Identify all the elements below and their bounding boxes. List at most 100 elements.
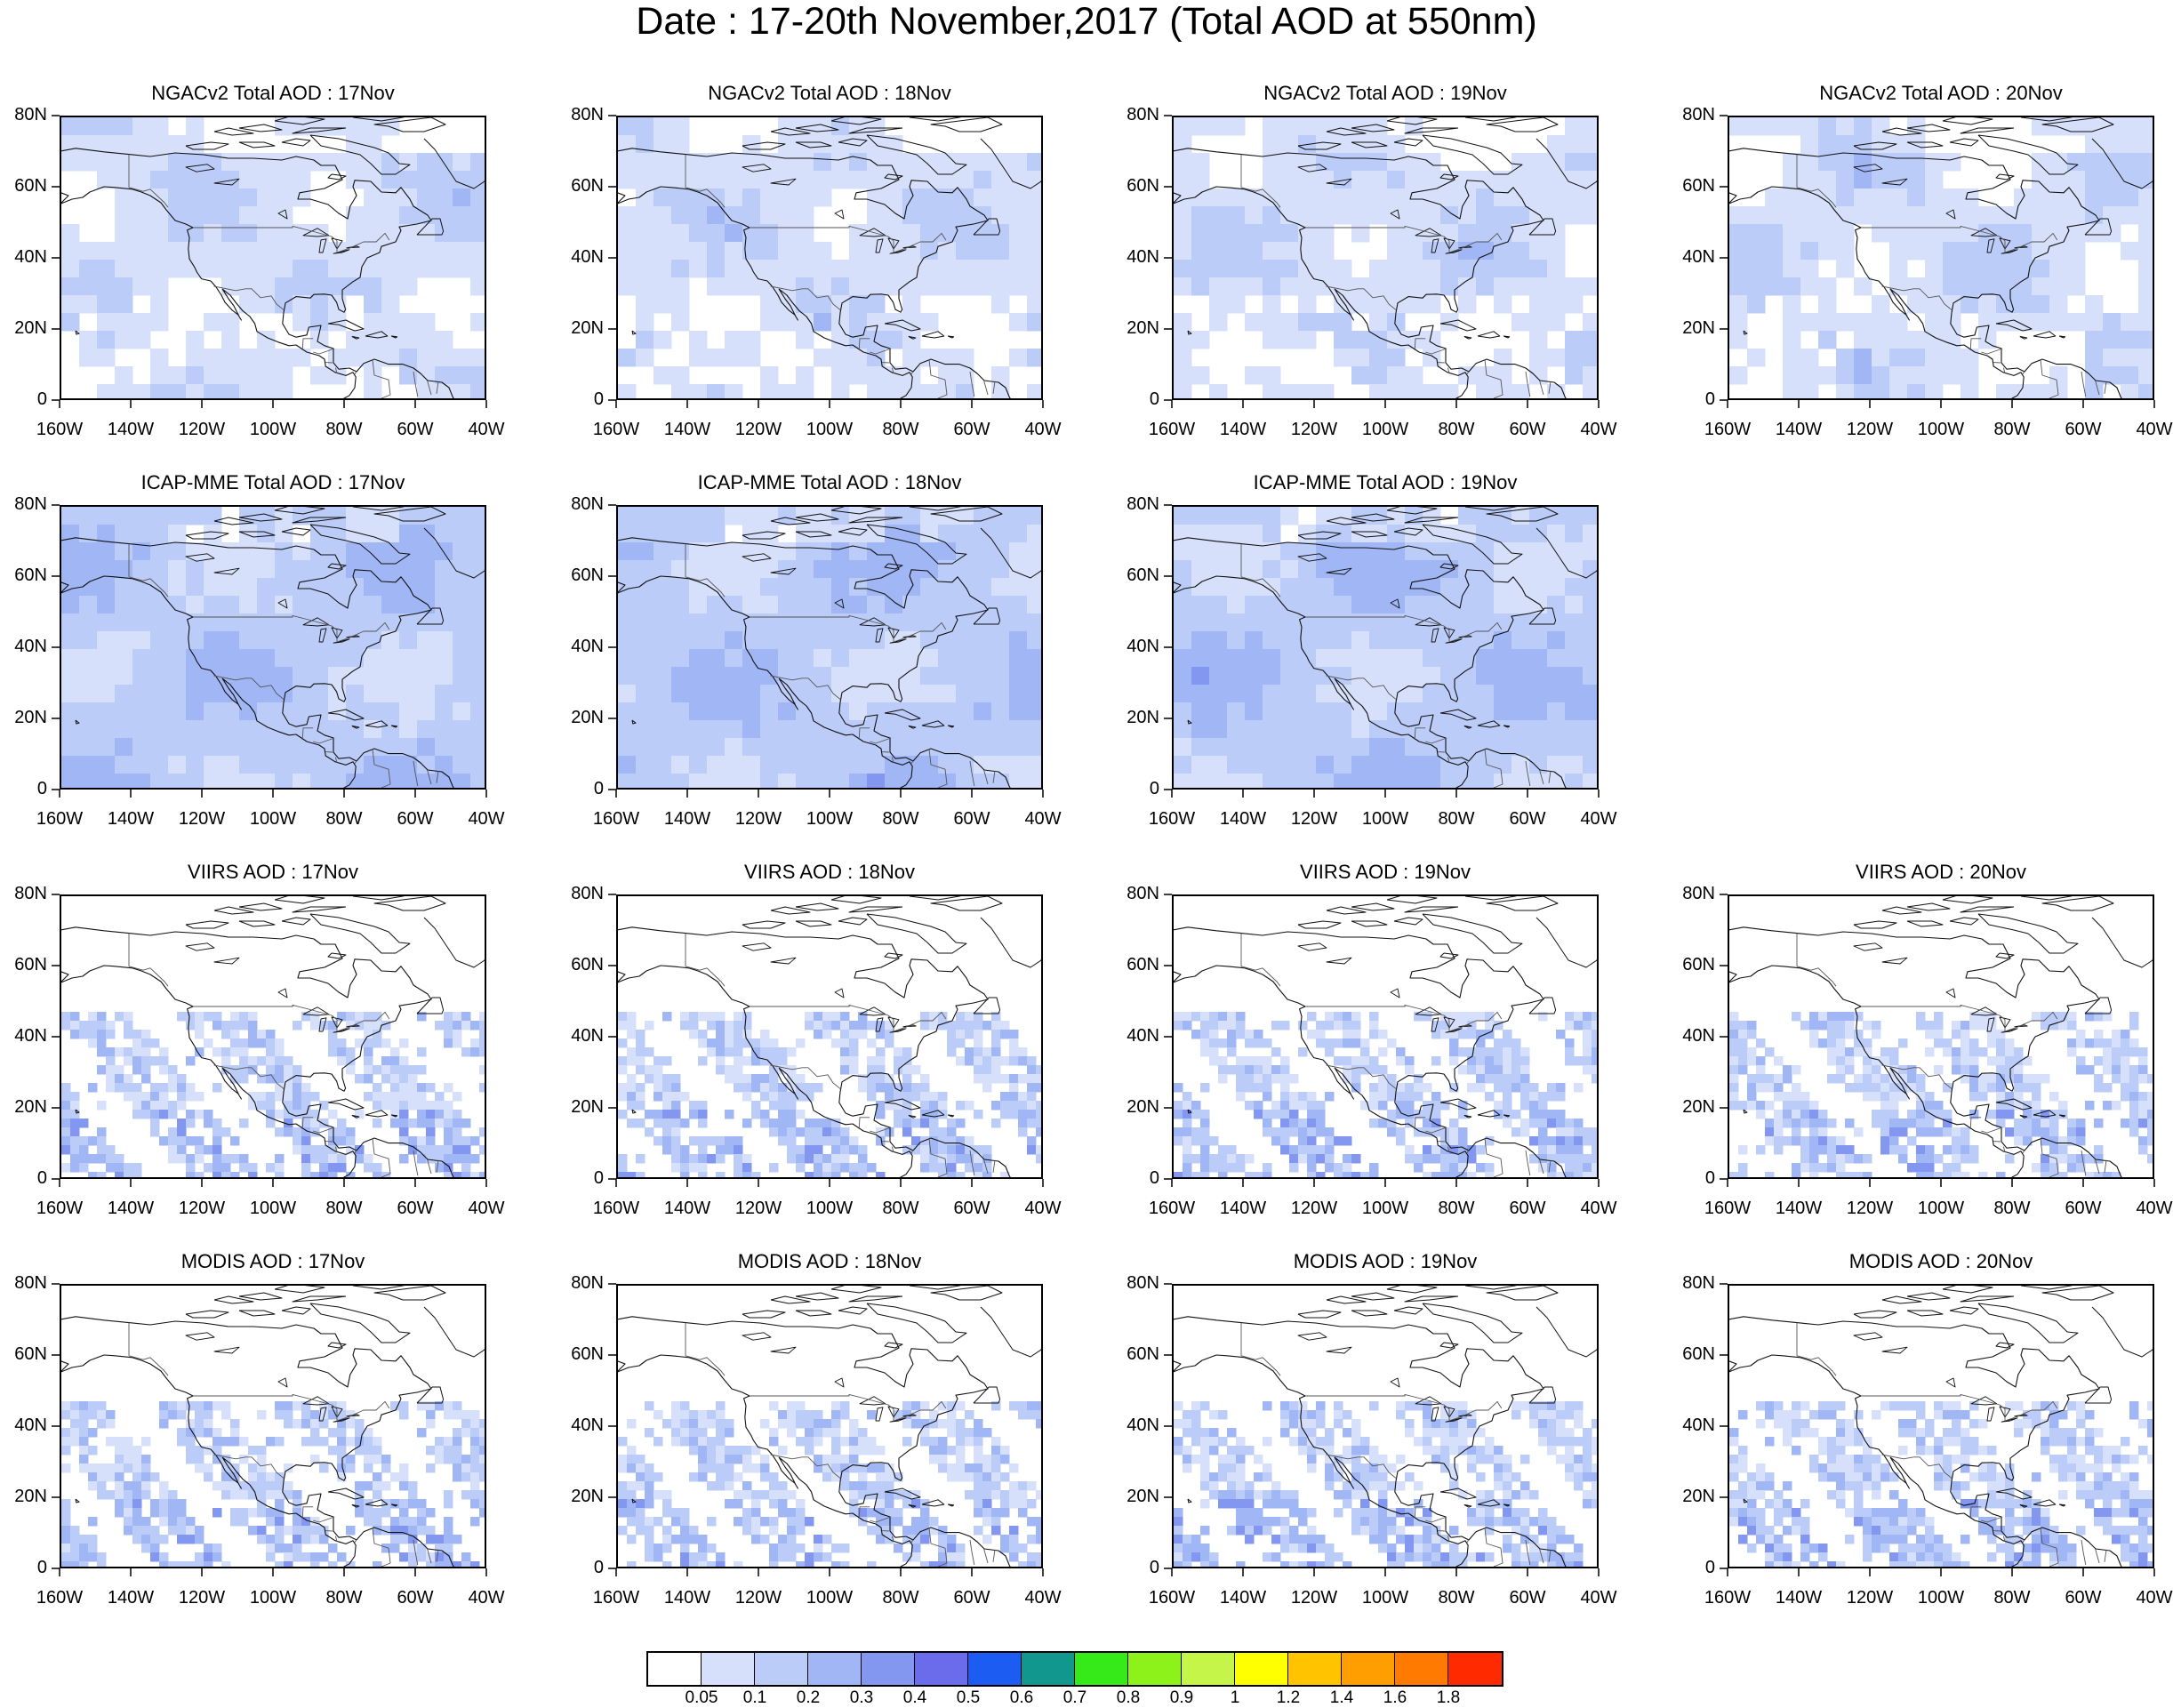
axis-ticks bbox=[1161, 494, 1609, 800]
lon-tick-label: 40W bbox=[1572, 420, 1625, 440]
lat-tick-label: 40N bbox=[1110, 1415, 1159, 1436]
colorbar-swatch bbox=[1182, 1653, 1235, 1685]
colorbar-swatch bbox=[648, 1653, 702, 1685]
lat-tick-label: 20N bbox=[554, 1097, 604, 1118]
axis-ticks bbox=[1161, 105, 1609, 411]
colorbar-swatch bbox=[702, 1653, 755, 1685]
lat-tick-label: 20N bbox=[0, 1487, 47, 1507]
lon-tick-label: 100W bbox=[1359, 1199, 1412, 1219]
lat-tick-label: 80N bbox=[1665, 105, 1715, 125]
lon-tick-label: 60W bbox=[389, 420, 442, 440]
lat-tick-label: 40N bbox=[0, 637, 47, 657]
lon-tick-label: 140W bbox=[1772, 1588, 1825, 1608]
lon-tick-label: 140W bbox=[1216, 1199, 1270, 1219]
lon-tick-label: 140W bbox=[104, 420, 157, 440]
lat-tick-label: 40N bbox=[1665, 1026, 1715, 1046]
lon-tick-label: 60W bbox=[2057, 1199, 2110, 1219]
panel-title: VIIRS AOD : 17Nov bbox=[60, 861, 486, 884]
lon-tick-label: 40W bbox=[1016, 1199, 1070, 1219]
lat-tick-label: 0 bbox=[1110, 779, 1159, 799]
lon-tick-label: 160W bbox=[1701, 420, 1754, 440]
lat-tick-label: 20N bbox=[0, 318, 47, 339]
axis-ticks bbox=[49, 884, 497, 1190]
lon-tick-label: 120W bbox=[175, 420, 229, 440]
axis-ticks bbox=[605, 884, 1054, 1190]
lon-tick-label: 40W bbox=[1016, 420, 1070, 440]
lat-tick-label: 80N bbox=[554, 105, 604, 125]
lon-tick-label: 40W bbox=[460, 1199, 513, 1219]
lon-tick-label: 60W bbox=[389, 1588, 442, 1608]
lon-tick-label: 120W bbox=[732, 1199, 785, 1219]
lon-tick-label: 140W bbox=[104, 1199, 157, 1219]
lon-tick-label: 140W bbox=[661, 1199, 714, 1219]
lon-tick-label: 140W bbox=[1216, 1588, 1270, 1608]
lon-tick-label: 40W bbox=[460, 420, 513, 440]
lon-tick-label: 160W bbox=[33, 809, 86, 830]
colorbar-swatch bbox=[1022, 1653, 1075, 1685]
axis-ticks bbox=[1717, 1273, 2165, 1579]
axis-ticks bbox=[605, 494, 1054, 800]
colorbar-swatch bbox=[862, 1653, 915, 1685]
lon-tick-label: 60W bbox=[2057, 420, 2110, 440]
panel-title: MODIS AOD : 17Nov bbox=[60, 1250, 486, 1273]
lat-tick-label: 60N bbox=[554, 176, 604, 196]
lon-tick-label: 80W bbox=[874, 1199, 927, 1219]
lon-tick-label: 160W bbox=[589, 1588, 643, 1608]
colorbar-swatch bbox=[1128, 1653, 1182, 1685]
panel-title: NGACv2 Total AOD : 18Nov bbox=[616, 82, 1043, 105]
lon-tick-label: 120W bbox=[732, 1588, 785, 1608]
lat-tick-label: 20N bbox=[1665, 318, 1715, 339]
lat-tick-label: 0 bbox=[554, 389, 604, 410]
lon-tick-label: 100W bbox=[1359, 809, 1412, 830]
lat-tick-label: 80N bbox=[0, 494, 47, 515]
colorbar-swatch bbox=[808, 1653, 862, 1685]
lon-tick-label: 160W bbox=[33, 1588, 86, 1608]
lon-tick-label: 160W bbox=[1701, 1588, 1754, 1608]
lat-tick-label: 0 bbox=[1665, 1558, 1715, 1578]
lon-tick-label: 80W bbox=[317, 420, 371, 440]
colorbar-swatch bbox=[755, 1653, 808, 1685]
lon-tick-label: 160W bbox=[589, 1199, 643, 1219]
lon-tick-label: 100W bbox=[1359, 420, 1412, 440]
panel-title: VIIRS AOD : 18Nov bbox=[616, 861, 1043, 884]
lon-tick-label: 160W bbox=[1145, 420, 1199, 440]
lat-tick-label: 80N bbox=[1665, 884, 1715, 904]
lat-tick-label: 0 bbox=[0, 389, 47, 410]
lon-tick-label: 120W bbox=[732, 420, 785, 440]
lat-tick-label: 40N bbox=[554, 637, 604, 657]
panel-title: NGACv2 Total AOD : 20Nov bbox=[1728, 82, 2154, 105]
lat-tick-label: 40N bbox=[0, 1026, 47, 1046]
lon-tick-label: 140W bbox=[661, 809, 714, 830]
lat-tick-label: 60N bbox=[0, 176, 47, 196]
axis-ticks bbox=[605, 1273, 1054, 1579]
colorbar-swatch bbox=[1342, 1653, 1395, 1685]
lat-tick-label: 80N bbox=[0, 884, 47, 904]
lat-tick-label: 0 bbox=[0, 1168, 47, 1189]
lon-tick-label: 160W bbox=[1145, 809, 1199, 830]
lon-tick-label: 100W bbox=[1359, 1588, 1412, 1608]
lat-tick-label: 60N bbox=[554, 955, 604, 975]
lon-tick-label: 160W bbox=[33, 1199, 86, 1219]
lat-tick-label: 40N bbox=[554, 247, 604, 268]
lat-tick-label: 60N bbox=[554, 1344, 604, 1365]
lat-tick-label: 0 bbox=[1110, 389, 1159, 410]
lat-tick-label: 40N bbox=[1665, 1415, 1715, 1436]
lat-tick-label: 60N bbox=[0, 955, 47, 975]
lon-tick-label: 60W bbox=[945, 420, 998, 440]
colorbar-swatch bbox=[1448, 1653, 1502, 1685]
lat-tick-label: 40N bbox=[1110, 1026, 1159, 1046]
lat-tick-label: 60N bbox=[1665, 176, 1715, 196]
lon-tick-label: 120W bbox=[1843, 1588, 1896, 1608]
colorbar-swatch bbox=[1075, 1653, 1128, 1685]
lon-tick-label: 100W bbox=[803, 1199, 856, 1219]
lat-tick-label: 80N bbox=[0, 105, 47, 125]
lon-tick-label: 80W bbox=[874, 809, 927, 830]
lon-tick-label: 100W bbox=[1914, 420, 1968, 440]
lon-tick-label: 60W bbox=[2057, 1588, 2110, 1608]
lat-tick-label: 20N bbox=[1665, 1487, 1715, 1507]
lon-tick-label: 120W bbox=[1287, 420, 1341, 440]
lat-tick-label: 80N bbox=[1110, 884, 1159, 904]
lat-tick-label: 20N bbox=[554, 1487, 604, 1507]
lon-tick-label: 80W bbox=[1985, 420, 2039, 440]
lat-tick-label: 20N bbox=[0, 1097, 47, 1118]
